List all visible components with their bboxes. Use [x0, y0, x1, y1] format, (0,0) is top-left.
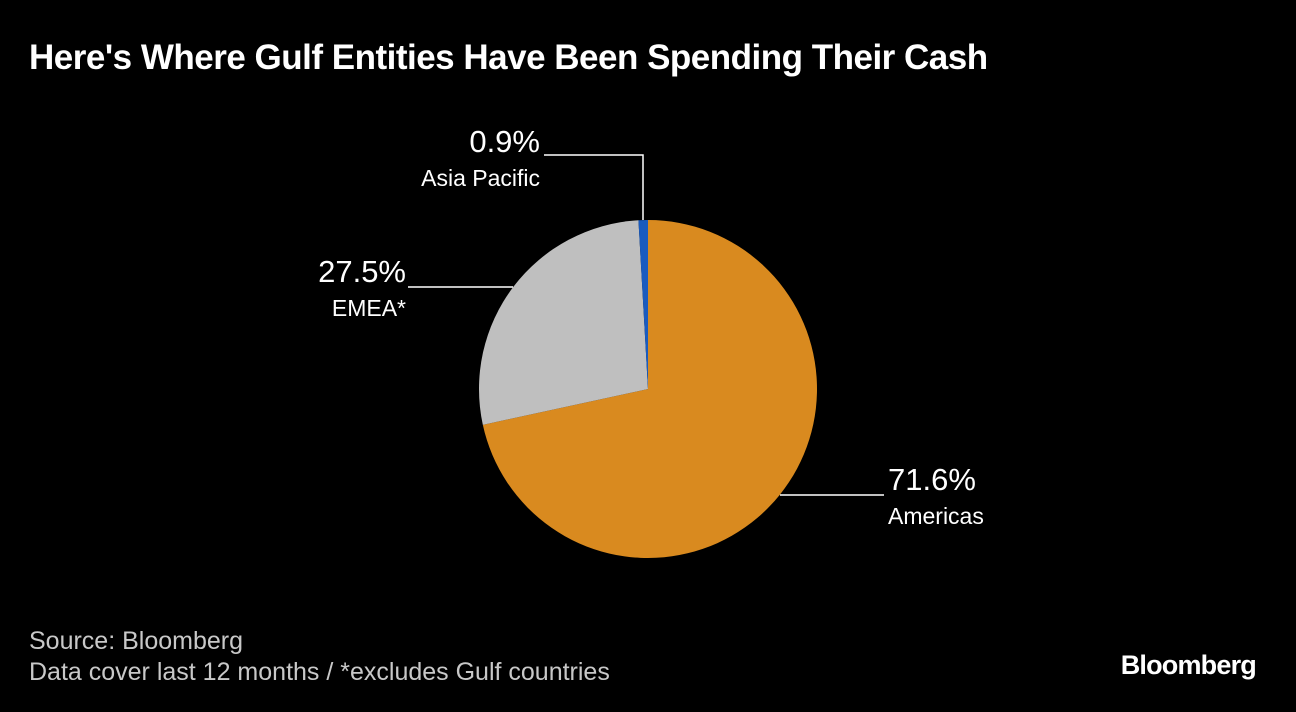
- category-label-asia-pacific: Asia Pacific: [421, 165, 540, 191]
- bloomberg-logo: Bloomberg: [1120, 650, 1257, 680]
- value-label-americas: 71.6%: [888, 462, 976, 497]
- pie-slice-americas: [482, 220, 817, 558]
- leader-line-asia-pacific: [544, 154, 644, 220]
- value-label-emea: 27.5%: [318, 254, 406, 289]
- pie-slice-emea: [478, 220, 648, 425]
- category-label-emea: EMEA*: [332, 295, 406, 321]
- chart-footer: Source: Bloomberg Data cover last 12 mon…: [29, 626, 610, 688]
- pie-slices: [478, 220, 817, 558]
- category-label-americas: Americas: [888, 503, 984, 529]
- source-note: Source: Bloomberg: [29, 627, 244, 655]
- chart-title: Here's Where Gulf Entities Have Been Spe…: [29, 38, 988, 77]
- pie-labels: 71.6% Americas 27.5% EMEA* 0.9% Asia Pacific: [318, 124, 984, 529]
- data-note: Data cover last 12 months / *excludes Gu…: [29, 658, 610, 686]
- pie-slice-asia-pacific: [638, 220, 648, 389]
- value-label-asia-pacific: 0.9%: [469, 124, 540, 159]
